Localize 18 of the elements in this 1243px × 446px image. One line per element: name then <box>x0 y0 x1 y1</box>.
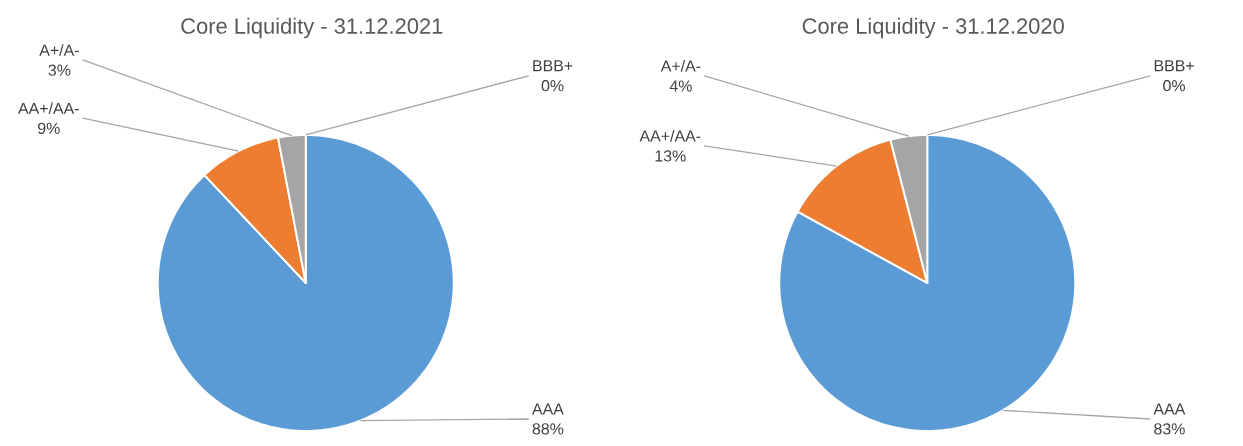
data-label: 4% <box>669 80 692 92</box>
slice-label: AA+/AA- <box>18 102 79 115</box>
chart-title: Core Liquidity - 31.12.2021 <box>181 17 443 39</box>
slice-label: A+/A- <box>660 60 701 72</box>
slice-label: AAA <box>531 403 564 415</box>
slice-label: A+/A- <box>39 44 79 56</box>
data-label: 88% <box>532 423 564 435</box>
data-label: 13% <box>655 150 686 162</box>
data-label: 9% <box>38 122 60 134</box>
data-label: 3% <box>48 64 71 76</box>
chart-title: Core Liquidity - 31.12.2020 <box>802 17 1064 39</box>
category-label: BBB+ <box>1154 60 1194 72</box>
slice-label: AAA <box>1153 403 1186 415</box>
slice-label: AA+/AA- <box>639 129 701 142</box>
text: 0% <box>541 80 564 92</box>
category-label: BBB+ <box>533 60 573 72</box>
text: 0% <box>1163 80 1186 92</box>
data-label: 83% <box>1154 423 1185 435</box>
